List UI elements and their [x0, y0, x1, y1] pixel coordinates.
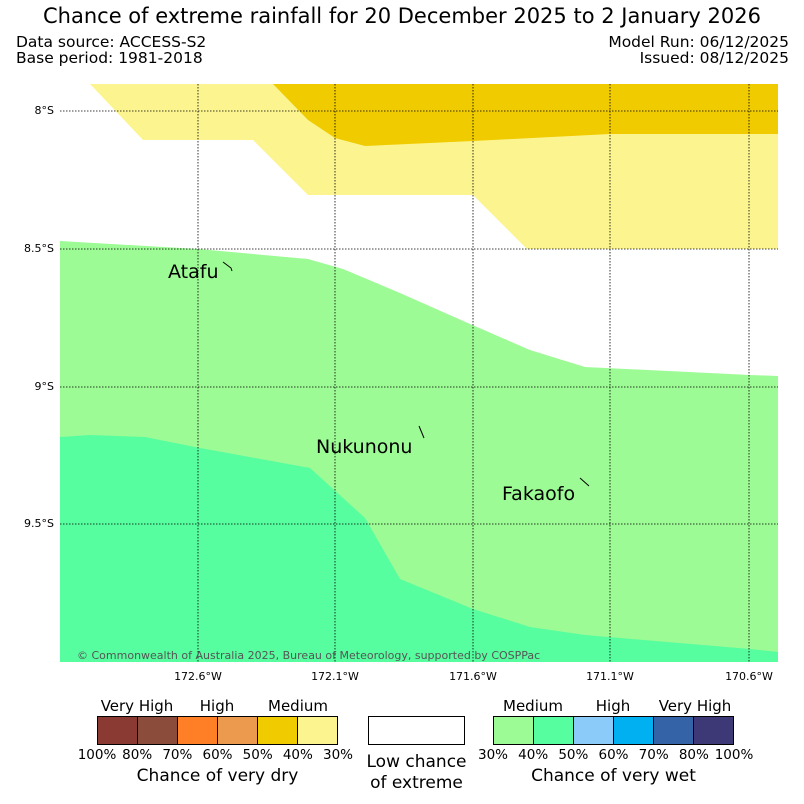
dry-swatch [297, 717, 337, 744]
lon-label-171-1w: 171.1°W [586, 670, 634, 683]
dry-swatch [137, 717, 177, 744]
lat-label-9s: 9°S [34, 380, 54, 393]
wet-caption: Chance of very wet [531, 766, 696, 786]
lon-label-172-1w: 172.1°W [311, 670, 359, 683]
header-left: Data source: ACCESS-S2 Base period: 1981… [16, 34, 206, 66]
wet-group-medium: Medium [503, 697, 563, 715]
lon-label-172-6w: 172.6°W [174, 670, 222, 683]
wet-tick-label: 30% [477, 747, 508, 763]
dry-swatch [98, 717, 137, 744]
wet-swatch [653, 717, 693, 744]
atafu-island-marker [222, 261, 233, 272]
wet-medium-high-zone [60, 435, 778, 662]
data-source-text: Data source: ACCESS-S2 [16, 33, 207, 51]
lon-label-170-6w: 170.6°W [725, 670, 773, 683]
neutral-swatch [368, 716, 465, 745]
graticule [60, 84, 778, 662]
wet-group-very-high: Very High [658, 697, 732, 715]
copyright-text: © Commonwealth of Australia 2025, Bureau… [77, 649, 541, 662]
place-label-atafu: Atafu [168, 261, 219, 283]
header-right: Model Run: 06/12/2025 Issued: 08/12/2025 [608, 34, 789, 66]
wet-tick-label: 40% [518, 747, 549, 763]
dry-medium-high-zone [273, 84, 778, 146]
dry-tick-label: 80% [122, 747, 153, 763]
place-label-nukunonu: Nukunonu [316, 436, 413, 458]
wet-tick-label: 60% [598, 747, 629, 763]
dry-tick-label: 60% [202, 747, 233, 763]
lon-label-171-6w: 171.6°W [449, 670, 497, 683]
dry-tick-label: 40% [282, 747, 313, 763]
lat-label-8s: 8°S [34, 104, 54, 117]
dry-swatch [257, 717, 297, 744]
lat-label-9-5s: 9.5°S [24, 517, 54, 530]
fakaofo-island-marker [579, 477, 590, 487]
wet-swatch [693, 717, 733, 744]
wet-swatch [613, 717, 653, 744]
nukunonu-island-marker [418, 425, 425, 439]
dry-group-very-high: Very High [100, 697, 174, 715]
wet-tick-label: 70% [638, 747, 669, 763]
base-period-text: Base period: 1981-2018 [16, 49, 203, 67]
dry-group-medium: Medium [268, 697, 328, 715]
wet-tick-label: 50% [558, 747, 589, 763]
neutral-caption-line2: of extreme [370, 773, 463, 793]
dry-caption: Chance of very dry [136, 766, 299, 786]
neutral-caption-line1: Low chance [366, 752, 467, 772]
lat-label-8-5s: 8.5°S [24, 242, 54, 255]
wet-swatch [573, 717, 613, 744]
dry-colorbar [97, 716, 338, 745]
wet-tick-label: 80% [678, 747, 709, 763]
dry-tick-label: 70% [162, 747, 193, 763]
dry-tick-label: 100% [77, 747, 117, 763]
dry-tick-label: 30% [322, 747, 353, 763]
issued-text: Issued: 08/12/2025 [639, 49, 789, 67]
wet-tick-label: 100% [714, 747, 754, 763]
wet-group-high: High [595, 697, 631, 715]
wet-swatch [533, 717, 573, 744]
dry-swatch [177, 717, 217, 744]
dry-swatch [217, 717, 257, 744]
map-title: Chance of extreme rainfall for 20 Decemb… [43, 4, 761, 28]
model-run-text: Model Run: 06/12/2025 [608, 33, 789, 51]
wet-swatch [494, 717, 533, 744]
wet-colorbar [493, 716, 734, 745]
dry-tick-label: 50% [242, 747, 273, 763]
place-label-fakaofo: Fakaofo [502, 483, 576, 505]
dry-group-high: High [199, 697, 235, 715]
